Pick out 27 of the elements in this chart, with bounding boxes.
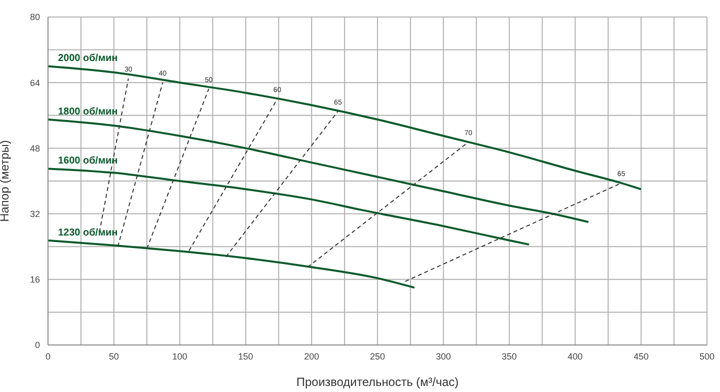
x-tick-label: 250 bbox=[370, 351, 386, 362]
x-axis-title: Производительность (м³/час) bbox=[296, 375, 459, 389]
y-tick-label: 64 bbox=[30, 78, 40, 88]
x-tick-label: 0 bbox=[45, 351, 51, 362]
x-tick-label: 500 bbox=[699, 351, 715, 362]
x-tick-label: 150 bbox=[238, 351, 254, 362]
series-label: 1600 об/мин bbox=[58, 156, 118, 167]
y-tick-label: 32 bbox=[30, 208, 40, 219]
y-tick-label: 16 bbox=[30, 274, 40, 285]
x-tick-label: 100 bbox=[172, 351, 188, 362]
x-tick-label: 350 bbox=[502, 351, 517, 362]
y-tick-label: 80 bbox=[30, 12, 40, 22]
x-tick-label: 50 bbox=[108, 351, 119, 362]
series-label: 1230 об/мин bbox=[58, 227, 118, 238]
series-label: 1800 об/мин bbox=[58, 106, 118, 118]
line-series bbox=[48, 239, 416, 289]
x-tick-label: 200 bbox=[304, 351, 320, 362]
x-tick-label: 400 bbox=[568, 351, 583, 362]
y-tick-label: 48 bbox=[30, 143, 40, 154]
x-tick-label: 450 bbox=[634, 351, 649, 362]
line-series bbox=[48, 118, 590, 223]
series-label: 2000 об/мин bbox=[58, 53, 118, 64]
line-series bbox=[48, 168, 530, 246]
y-tick-label: 0 bbox=[34, 340, 40, 350]
y-axis-title: Напор (метры) bbox=[0, 140, 12, 222]
line-series bbox=[48, 65, 642, 190]
x-tick-label: 300 bbox=[436, 351, 451, 362]
